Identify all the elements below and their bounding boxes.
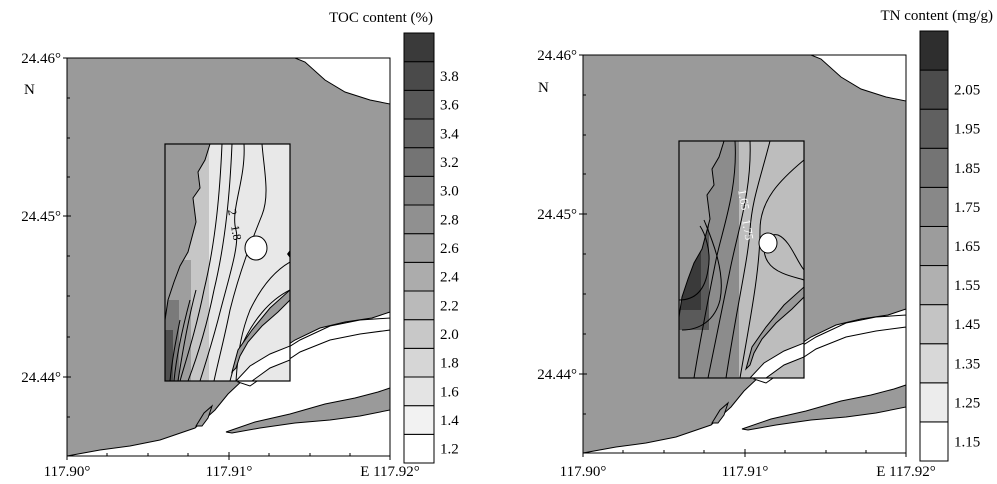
legend-level-label: 2.0: [440, 327, 459, 343]
tn-x-tick-1: 117.90°: [560, 464, 607, 480]
toc-axis-ticks: [63, 57, 391, 460]
toc-high-zone-3: [165, 330, 173, 381]
tn-contour-label-165: 1.65: [735, 188, 752, 211]
legend-swatch: [403, 89, 435, 120]
legend-swatch: [403, 405, 435, 435]
legend-level-label: 2.4: [440, 270, 459, 286]
legend-level-label: 2.6: [440, 241, 459, 257]
tn-island: [711, 401, 730, 424]
legend-level-label: 1.15: [954, 434, 980, 450]
legend-swatch: [403, 347, 435, 378]
toc-contour-label-18: 1.8: [228, 224, 244, 241]
toc-y-tick-3: 24.44°: [21, 370, 61, 386]
toc-legend-labels: 1.2 1.4 1.6 1.8 2.0 2.2 2.4 2.6 2.8 3.0 3.2 3.4 3.6 3…: [440, 69, 459, 458]
legend-level-label: 3.4: [440, 126, 459, 142]
legend-level-label: 1.55: [954, 278, 980, 294]
toc-x-tick-1: 117.90°: [44, 464, 91, 480]
tn-box-channel: [749, 342, 804, 378]
toc-box-notch: [287, 250, 290, 258]
legend-level-label: 3.2: [440, 155, 459, 171]
tn-contour-lines: [679, 141, 804, 378]
legend-level-label: 2.2: [440, 298, 459, 314]
legend-swatch: [919, 30, 949, 71]
legend-swatch: [403, 61, 435, 91]
toc-legend-color-bar: [403, 32, 435, 464]
legend-swatch: [919, 304, 949, 345]
toc-y-tick-2: 24.45°: [21, 209, 61, 225]
legend-swatch: [919, 225, 949, 267]
toc-study-area: [165, 144, 290, 381]
toc-box-land-right: [231, 289, 290, 374]
legend-swatch: [403, 261, 435, 292]
legend-swatch: [919, 382, 949, 423]
legend-level-label: 2.8: [440, 212, 459, 228]
legend-level-label: 1.65: [954, 239, 980, 255]
legend-swatch: [919, 421, 949, 462]
tn-box-land-right: [745, 286, 804, 371]
legend-swatch: [403, 32, 435, 63]
legend-level-label: 1.2: [440, 442, 459, 458]
legend-swatch: [919, 186, 949, 227]
toc-legend-title: TOC content (%): [329, 10, 433, 26]
tn-x-tick-3: E 117.92°: [876, 464, 936, 480]
legend-level-label: 1.6: [440, 384, 459, 400]
tn-y-tick-3: 24.44°: [537, 367, 577, 383]
legend-level-label: 1.45: [954, 317, 980, 333]
legend-level-label: 1.25: [954, 395, 980, 411]
legend-level-label: 1.75: [954, 200, 980, 216]
toc-legend: TOC content (%) 1.2 1.4 1.6 1.8 2.0 2.2 2.4 2.6…: [329, 10, 459, 464]
toc-x-tick-2: 117.91°: [206, 464, 253, 480]
legend-level-label: 1.35: [954, 356, 980, 372]
toc-study-box: [164, 143, 291, 382]
legend-swatch: [403, 118, 435, 149]
tn-study-box: [678, 140, 805, 379]
tn-legend-color-bar: [919, 30, 949, 462]
legend-swatch: [919, 265, 949, 306]
tn-y-tick-1: 24.46°: [537, 48, 577, 64]
legend-swatch: [403, 290, 435, 321]
legend-level-label: 1.95: [954, 122, 980, 138]
legend-swatch: [919, 343, 949, 384]
toc-island: [195, 404, 214, 427]
tn-study-area: [679, 141, 804, 378]
tn-north-label: N: [538, 80, 549, 96]
legend-level-label: 3.0: [440, 184, 459, 200]
toc-box-land: [165, 144, 211, 321]
legend-swatch: [919, 147, 949, 188]
tn-legend-title: TN content (mg/g): [881, 8, 993, 24]
legend-swatch: [403, 319, 435, 349]
toc-y-tick-1: 24.46°: [21, 51, 61, 67]
tn-contour-label-175: 1.75: [739, 218, 756, 241]
tn-x-tick-2: 117.91°: [722, 464, 769, 480]
toc-north-label: N: [24, 82, 35, 98]
legend-swatch: [403, 433, 435, 464]
tn-map-panel: 1.65 1.75 24.46° N 24.45° 24.44° 117.90°…: [537, 48, 936, 480]
legend-swatch: [403, 175, 435, 206]
tn-y-tick-2: 24.45°: [537, 207, 577, 223]
toc-map-panel: 2 1.8 24.46° N 24.45° 24.44° 117.90° 117…: [21, 51, 420, 480]
legend-swatch: [403, 204, 435, 235]
tn-legend-labels: 1.15 1.25 1.35 1.45 1.55 1.65 1.75 1.85 1.95 2.05: [954, 83, 980, 451]
tn-legend: TN content (mg/g) 1.151.251.351.451.551.…: [881, 8, 993, 462]
toc-x-tick-3: E 117.92°: [360, 464, 420, 480]
legend-swatch: [403, 376, 435, 407]
toc-box-channel: [235, 345, 290, 381]
tn-land-south: [741, 384, 907, 431]
legend-swatch: [919, 69, 949, 110]
tn-axis-ticks: [579, 54, 907, 457]
toc-contour-label-2: 2: [225, 208, 240, 216]
toc-land-south: [225, 387, 391, 434]
legend-level-label: 1.4: [440, 413, 459, 429]
legend-level-label: 3.6: [440, 98, 459, 114]
legend-level-label: 1.85: [954, 161, 980, 177]
legend-level-label: 2.05: [954, 83, 980, 99]
legend-level-label: 3.8: [440, 69, 459, 85]
legend-level-label: 1.8: [440, 356, 459, 372]
legend-swatch: [403, 147, 435, 177]
legend-swatch: [919, 108, 949, 149]
legend-swatch: [403, 233, 435, 263]
